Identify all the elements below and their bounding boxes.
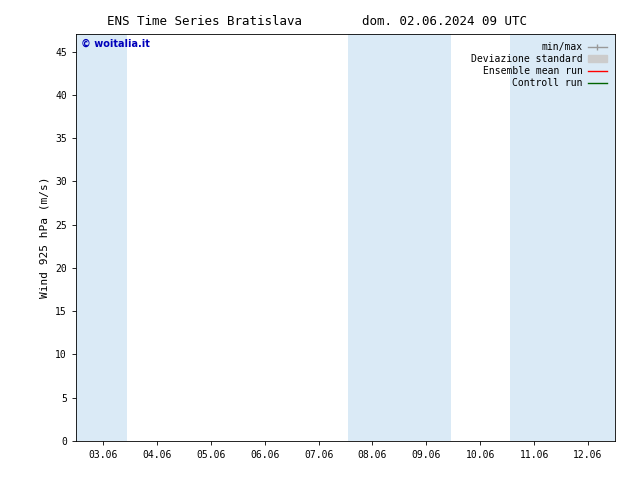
Bar <box>348 34 451 441</box>
Y-axis label: Wind 925 hPa (m/s): Wind 925 hPa (m/s) <box>40 177 49 298</box>
Bar <box>510 34 615 441</box>
Legend: min/max, Deviazione standard, Ensemble mean run, Controll run: min/max, Deviazione standard, Ensemble m… <box>469 39 610 91</box>
Bar <box>76 34 127 441</box>
Text: © woitalia.it: © woitalia.it <box>81 38 150 49</box>
Text: ENS Time Series Bratislava        dom. 02.06.2024 09 UTC: ENS Time Series Bratislava dom. 02.06.20… <box>107 15 527 28</box>
